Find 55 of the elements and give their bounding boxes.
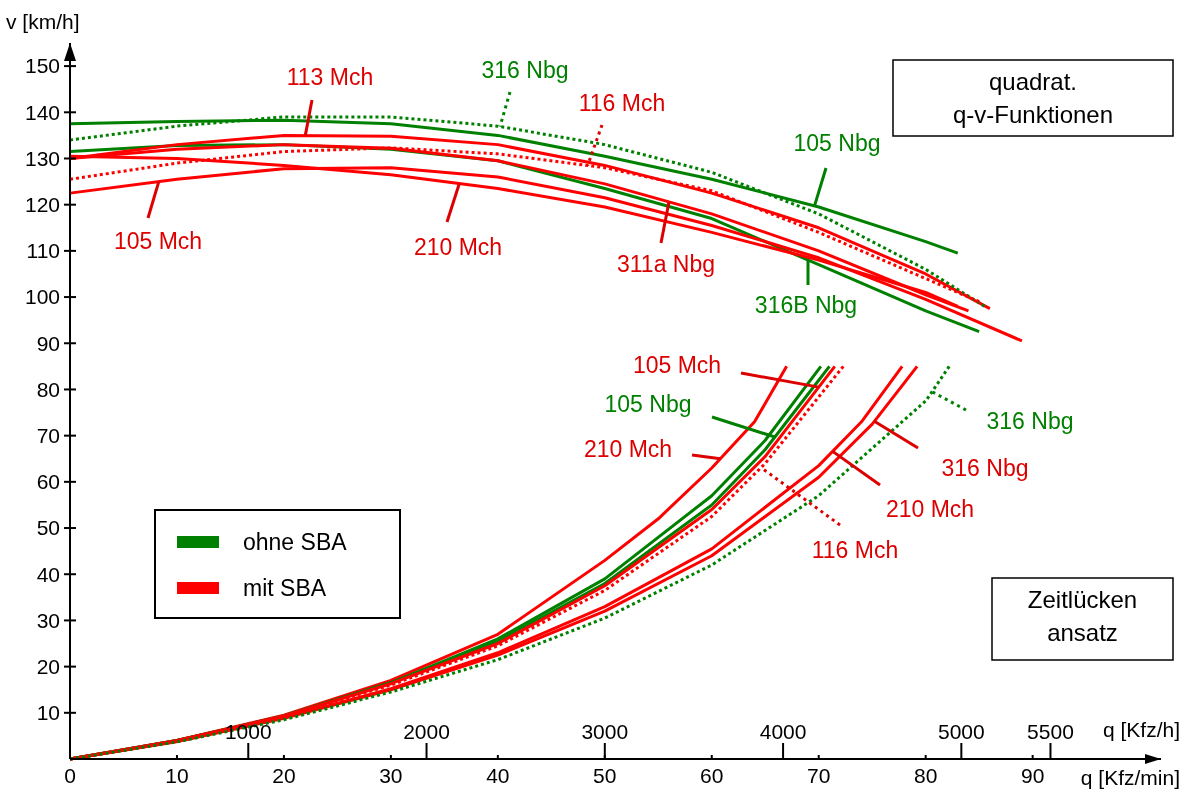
x2-tick-label: 4000 xyxy=(759,720,807,743)
y-tick-label: 140 xyxy=(24,100,60,124)
x2-tick-label: 1000 xyxy=(224,720,272,743)
annotation: 210 Mch xyxy=(413,234,503,261)
x-tick-label: 40 xyxy=(486,764,510,787)
x-tick-label: 0 xyxy=(64,764,76,787)
text-box: Zeitlücken ansatz xyxy=(991,577,1174,661)
annotation: 316B Nbg xyxy=(754,292,858,319)
x2-tick-label: 2000 xyxy=(403,720,450,743)
annotation: 311a Nbg xyxy=(616,251,716,278)
x-tick-label: 90 xyxy=(1020,764,1045,787)
y-tick-label: 90 xyxy=(36,331,60,355)
y-tick-label: 40 xyxy=(36,562,60,586)
x-tick-label: 20 xyxy=(272,764,296,787)
annotation: Zeitlücken ansatz xyxy=(1027,586,1138,646)
annotation: 105 Mch xyxy=(113,228,203,255)
y-tick-label: 50 xyxy=(36,516,60,540)
annotation: 105 Nbg xyxy=(604,391,692,418)
x-tick-label: 10 xyxy=(165,764,189,787)
x2-tick-label: 5000 xyxy=(937,720,985,743)
x-tick-label: 30 xyxy=(379,764,403,787)
x-tick-label: 80 xyxy=(914,764,938,787)
annotation: 316 Nbg xyxy=(481,57,569,84)
y-tick-label: 120 xyxy=(24,193,60,217)
annotation: 210 Mch xyxy=(583,436,673,463)
annotation: 316 Nbg xyxy=(941,455,1029,482)
legend-label: ohne SBA xyxy=(243,529,348,556)
x-tick-label: 60 xyxy=(700,764,724,787)
y-tick-label: 30 xyxy=(36,608,60,632)
x2-axis-title: q [Kfz/h] xyxy=(1102,718,1180,741)
y-tick-label: 20 xyxy=(36,654,60,678)
y-axis-title: v [km/h] xyxy=(6,10,80,33)
y-tick-label: 130 xyxy=(24,146,60,170)
y-tick-label: 80 xyxy=(36,377,60,401)
text-box: quadrat. q-v-Funktionen xyxy=(892,59,1174,137)
annotation: 105 Mch xyxy=(632,352,722,379)
y-tick-label: 60 xyxy=(36,470,60,494)
y-tick-label: 70 xyxy=(36,424,60,447)
annotation: quadrat. q-v-Funktionen xyxy=(952,68,1114,128)
y-tick-label: 110 xyxy=(26,239,60,263)
annotation: 113 Mch xyxy=(286,64,374,91)
y-tick-label: 10 xyxy=(36,701,60,725)
annotation: 116 Mch xyxy=(578,90,666,117)
y-tick-label: 100 xyxy=(24,285,60,309)
y-tick-label: 150 xyxy=(24,54,60,78)
x-tick-label: 50 xyxy=(593,764,617,787)
x2-tick-label: 5500 xyxy=(1027,720,1074,743)
annotation: 105 Nbg xyxy=(793,130,881,157)
x-tick-label: 70 xyxy=(807,764,831,787)
annotation: 316 Nbg xyxy=(986,408,1074,435)
x-axis-title: q [Kfz/min] xyxy=(1080,766,1180,789)
legend-label: mit SBA xyxy=(243,575,327,602)
annotation: 116 Mch xyxy=(811,537,899,564)
x2-tick-label: 3000 xyxy=(581,720,629,743)
annotation: 210 Mch xyxy=(885,496,975,523)
